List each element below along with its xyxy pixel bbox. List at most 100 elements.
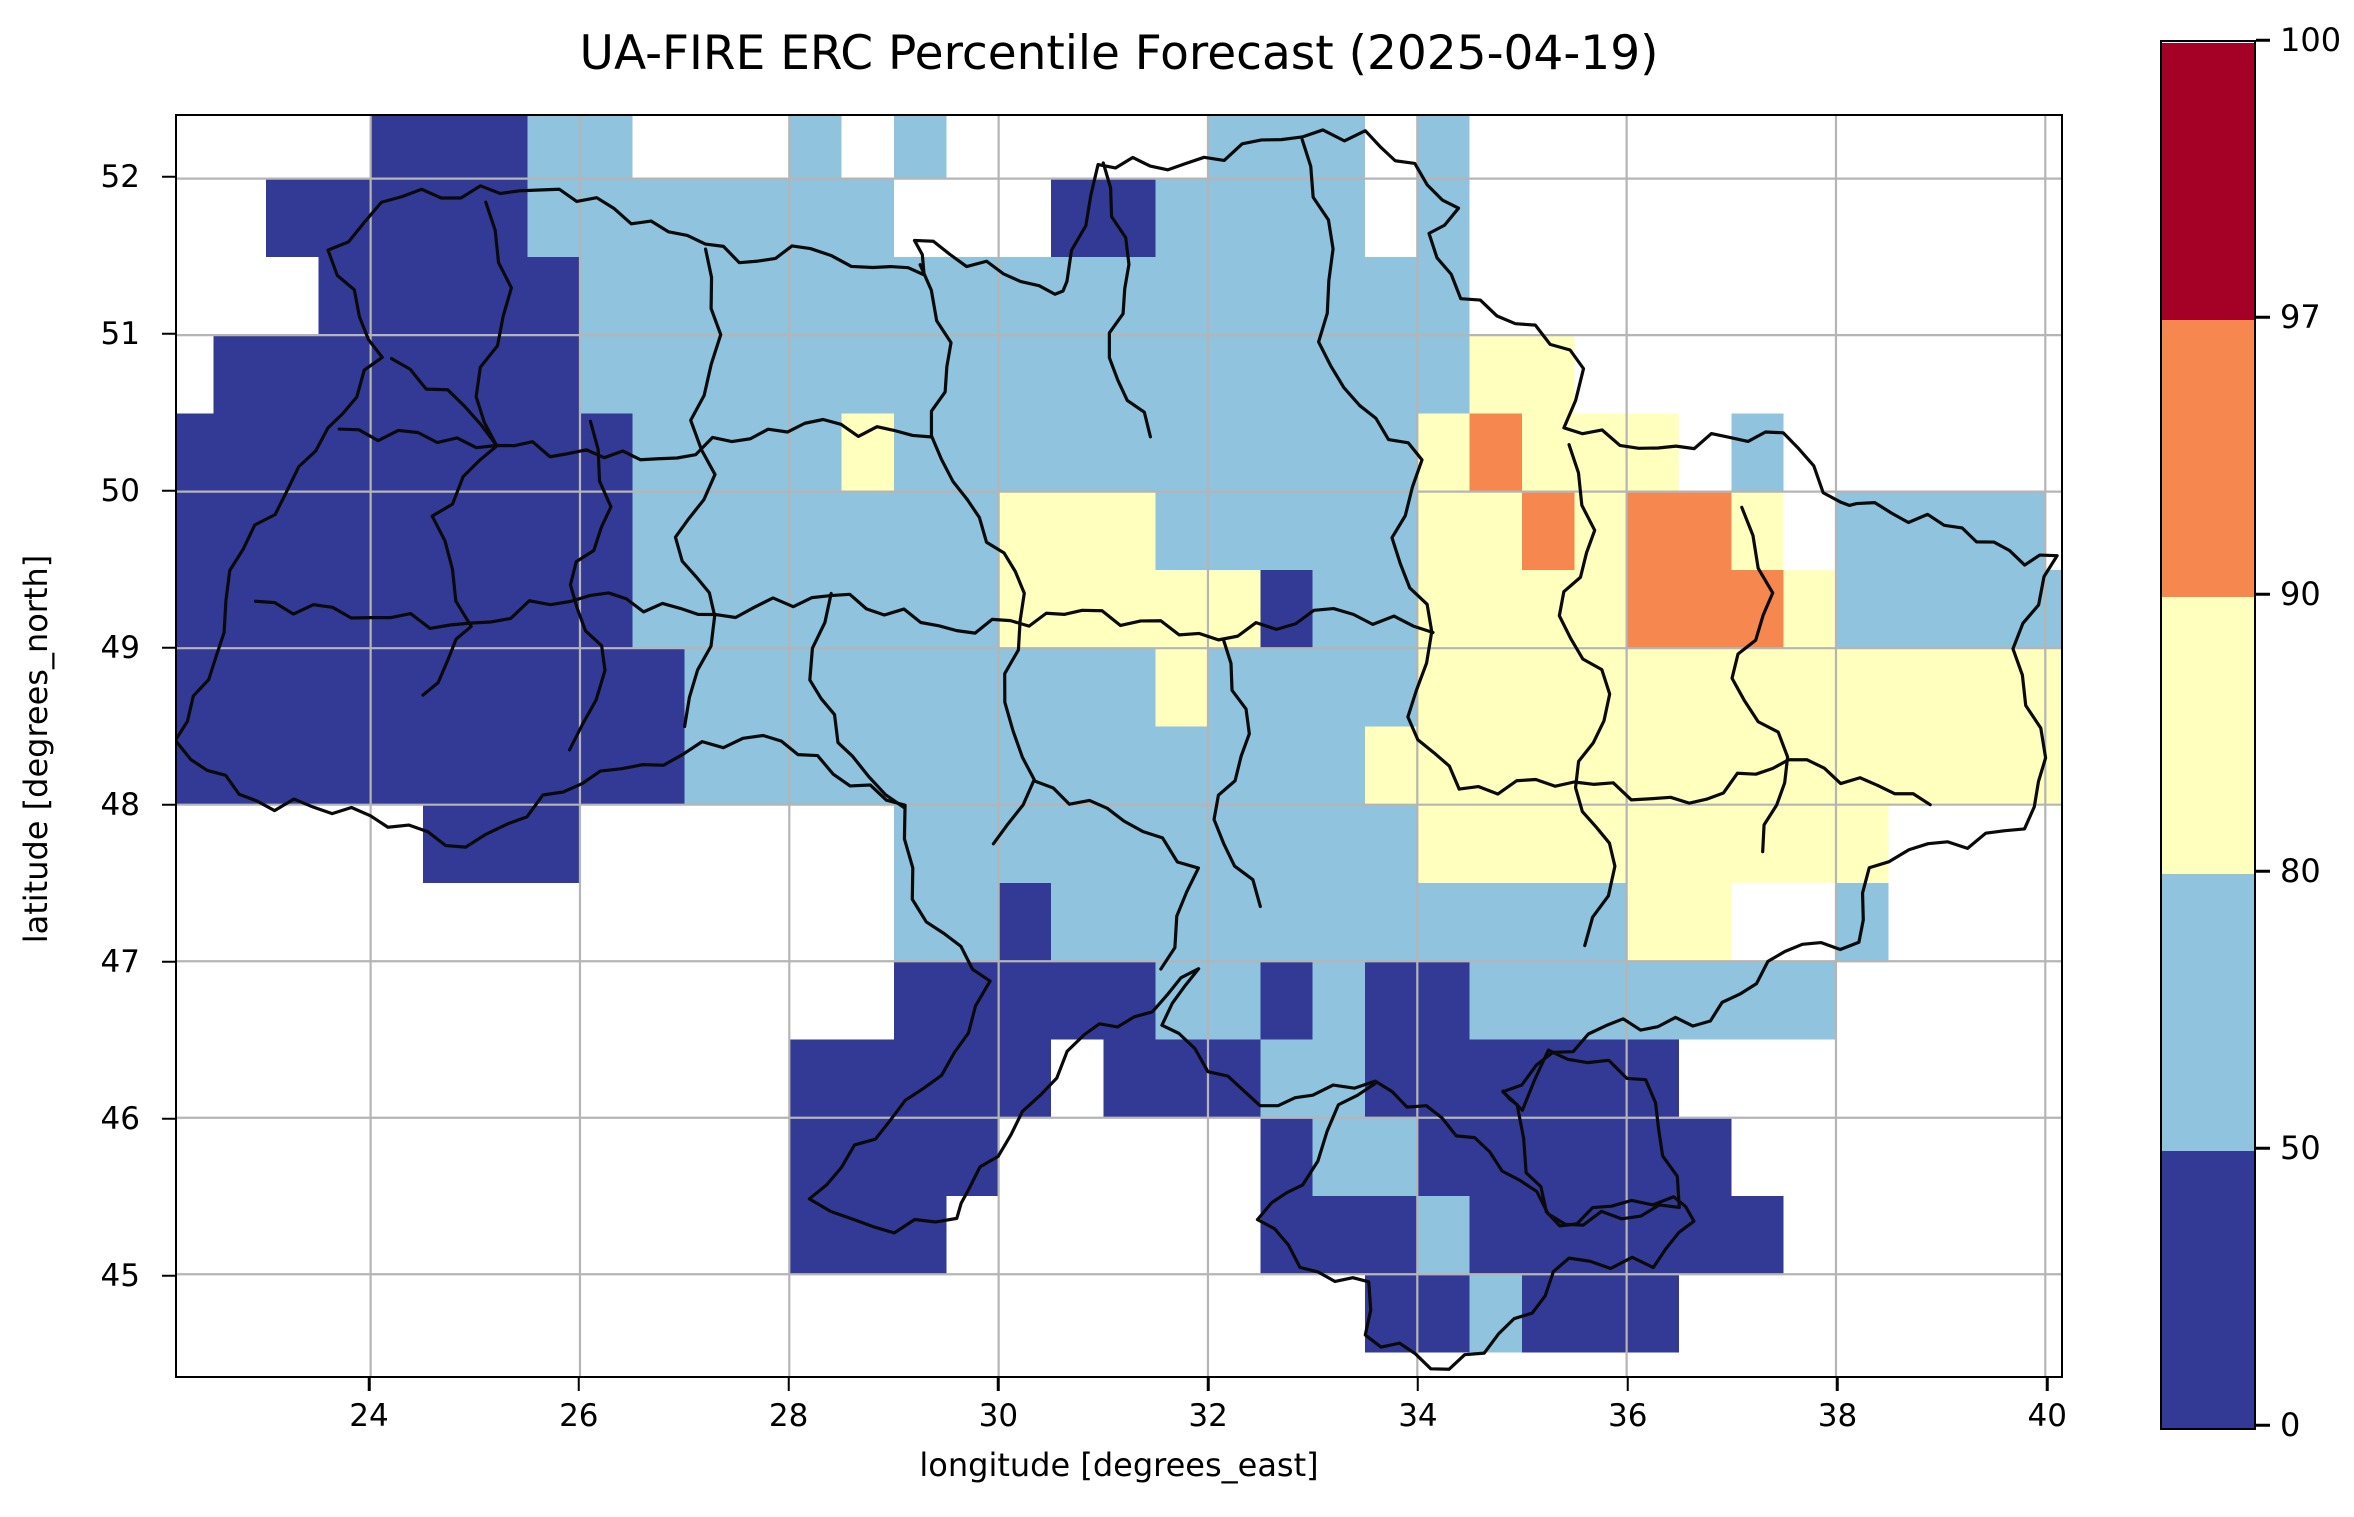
heatmap-cell: [789, 413, 842, 492]
heatmap-cell: [1364, 569, 1418, 649]
heatmap-cell: [1417, 1117, 1470, 1196]
heatmap-cell: [579, 491, 633, 570]
heatmap-cell: [1103, 726, 1156, 805]
colorbar-segment-0-50: [2162, 1151, 2254, 1428]
heatmap-cell: [736, 491, 790, 570]
y-tick-mark: [162, 332, 175, 336]
heatmap-cell: [946, 726, 999, 805]
x-tick-mark: [1626, 1378, 1629, 1391]
heatmap-cell: [841, 491, 894, 570]
heatmap-cell: [1364, 413, 1418, 492]
heatmap-cell: [1940, 726, 1993, 805]
heatmap-cell: [1888, 648, 1941, 727]
colorbar-tick-mark: [2256, 869, 2270, 873]
page-title: UA-FIRE ERC Percentile Forecast (2025-04…: [579, 26, 1659, 81]
heatmap-cell: [1260, 178, 1313, 257]
heatmap-cell: [1207, 961, 1261, 1040]
colorbar-tick-label: 50: [2280, 1129, 2321, 1167]
heatmap-cell: [632, 491, 685, 570]
heatmap-cell: [1835, 648, 1889, 727]
heatmap-cell: [1207, 178, 1261, 257]
heatmap-cell: [632, 413, 685, 492]
heatmap-cell: [1103, 491, 1156, 570]
heatmap-cell: [789, 256, 842, 336]
heatmap-cell: [265, 569, 319, 649]
heatmap-cell: [946, 335, 999, 414]
heatmap-cell: [318, 569, 371, 649]
heatmap-cell: [1050, 178, 1104, 257]
heatmap-cell: [1050, 335, 1104, 414]
colorbar: [2160, 40, 2256, 1430]
heatmap-cell: [1417, 726, 1470, 805]
heatmap-cell: [998, 961, 1051, 1040]
heatmap-cell: [1678, 882, 1732, 962]
heatmap-cell: [1469, 1039, 1522, 1118]
heatmap-cell: [1783, 726, 1836, 805]
heatmap-cell: [1207, 413, 1261, 492]
y-tick-label: 52: [100, 158, 140, 195]
heatmap-cell: [1417, 256, 1470, 336]
heatmap-cell: [736, 648, 790, 727]
x-tick-label: 26: [559, 1398, 599, 1434]
heatmap-cell: [1155, 1039, 1208, 1118]
border-line: [810, 593, 905, 807]
colorbar-tick-mark: [2256, 1146, 2270, 1150]
heatmap-cell: [1364, 335, 1418, 414]
heatmap-cell: [1312, 491, 1365, 570]
y-tick-label: 47: [100, 943, 140, 980]
heatmap-cell: [422, 569, 476, 649]
heatmap-cell: [946, 882, 999, 962]
heatmap-cell: [1207, 1039, 1261, 1118]
heatmap-cell: [177, 491, 214, 570]
heatmap-cell: [1260, 1196, 1313, 1275]
border-line: [1257, 1083, 1693, 1369]
heatmap-cell: [1260, 804, 1313, 883]
heatmap-cell: [370, 491, 423, 570]
heatmap-cell: [422, 804, 476, 883]
heatmap-cell: [1155, 648, 1208, 727]
heatmap-cells: [177, 116, 2061, 1353]
heatmap-cell: [1312, 648, 1365, 727]
heatmap-cell: [736, 335, 790, 414]
heatmap-cell: [1103, 648, 1156, 727]
heatmap-cell: [579, 116, 633, 179]
heatmap-cell: [1626, 1274, 1679, 1353]
border-line: [1103, 163, 1150, 437]
heatmap-cell: [475, 491, 528, 570]
heatmap-cell: [475, 726, 528, 805]
heatmap-cell: [1521, 569, 1575, 649]
heatmap-cell: [1207, 116, 1261, 179]
heatmap-cell: [1364, 1117, 1418, 1196]
heatmap-cell: [318, 413, 371, 492]
border-line: [675, 249, 720, 726]
heatmap-cell: [475, 648, 528, 727]
heatmap-cell: [1207, 726, 1261, 805]
heatmap-cell: [1678, 804, 1732, 883]
heatmap-cell: [841, 178, 894, 257]
heatmap-cell: [946, 804, 999, 883]
border-line: [920, 265, 967, 500]
heatmap-cell: [265, 648, 319, 727]
heatmap-cell: [1521, 648, 1575, 727]
heatmap-cell: [370, 648, 423, 727]
heatmap-cell: [1155, 726, 1208, 805]
heatmap-cell: [1155, 882, 1208, 962]
heatmap-cell: [893, 648, 947, 727]
heatmap-cell: [579, 569, 633, 649]
heatmap-cell: [527, 116, 580, 179]
heatmap-cell: [1155, 569, 1208, 649]
heatmap-cell: [1103, 961, 1156, 1040]
heatmap-cell: [1678, 1117, 1732, 1196]
heatmap-cell: [1783, 569, 1836, 649]
heatmap-cell: [1260, 413, 1313, 492]
heatmap-cell: [475, 804, 528, 883]
heatmap-cell: [1469, 1196, 1522, 1275]
heatmap-cell: [1940, 648, 1993, 727]
heatmap-cell: [1417, 1274, 1470, 1353]
heatmap-cell: [1050, 491, 1104, 570]
heatmap-cell: [1260, 726, 1313, 805]
border-line: [967, 499, 1034, 843]
heatmap-cell: [177, 413, 214, 492]
x-tick-mark: [2046, 1378, 2049, 1391]
heatmap-cell: [1155, 256, 1208, 336]
